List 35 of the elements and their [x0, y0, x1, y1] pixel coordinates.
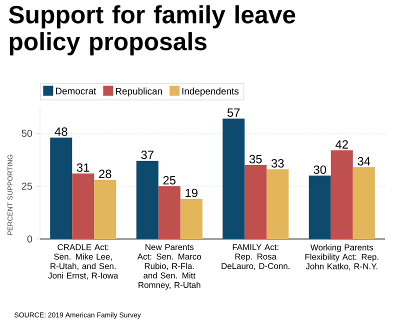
- x-tick-label: Working Parents Flexibility Act: Rep. John Katko, R-N.Y.: [305, 244, 378, 270]
- legend-label: Democrat: [56, 88, 96, 94]
- bar: [330, 150, 353, 239]
- data-label: 37: [141, 150, 154, 160]
- bar: [94, 180, 116, 239]
- data-label: 34: [358, 157, 370, 166]
- y-tick-label: 50: [22, 130, 32, 137]
- bar: [308, 176, 331, 239]
- y-tick-label: 25: [22, 182, 32, 190]
- bar: [72, 174, 94, 239]
- data-label: 28: [99, 170, 112, 178]
- bar: [244, 165, 267, 239]
- bar: [136, 160, 158, 239]
- data-label: 19: [186, 188, 198, 198]
- x-tick-label: CRADLE Act: Sen. Mike Lee, R-Utah, and Sen. Joni Ernst, R-Iowa: [48, 244, 118, 280]
- legend-label: Republican: [116, 88, 162, 96]
- data-label: 48: [54, 127, 68, 136]
- bar: [50, 138, 72, 239]
- data-label: 57: [227, 108, 240, 117]
- x-tick-label: New Parents Act: Sen. Marco Rubio, R-Fla. and Sen. Mitt Romney, R-Utah: [137, 244, 202, 290]
- x-tick-label: FAMILY Act: Rep. Rosa DeLauro, D-Conn.: [222, 244, 290, 270]
- data-label: 42: [336, 140, 348, 149]
- bar: [158, 186, 180, 239]
- data-label: 25: [163, 176, 176, 184]
- data-label: 31: [76, 163, 90, 172]
- bar: [180, 198, 202, 239]
- bar: [266, 169, 289, 239]
- bar: [352, 167, 375, 239]
- data-label: 30: [314, 165, 326, 174]
- bar: [222, 118, 245, 239]
- data-label: 33: [271, 159, 284, 168]
- legend-label: Independents: [182, 88, 239, 96]
- y-tick-label: 0: [27, 235, 32, 243]
- data-label: 35: [249, 154, 262, 164]
- chart-title: Support for family leave policy proposals: [8, 5, 296, 56]
